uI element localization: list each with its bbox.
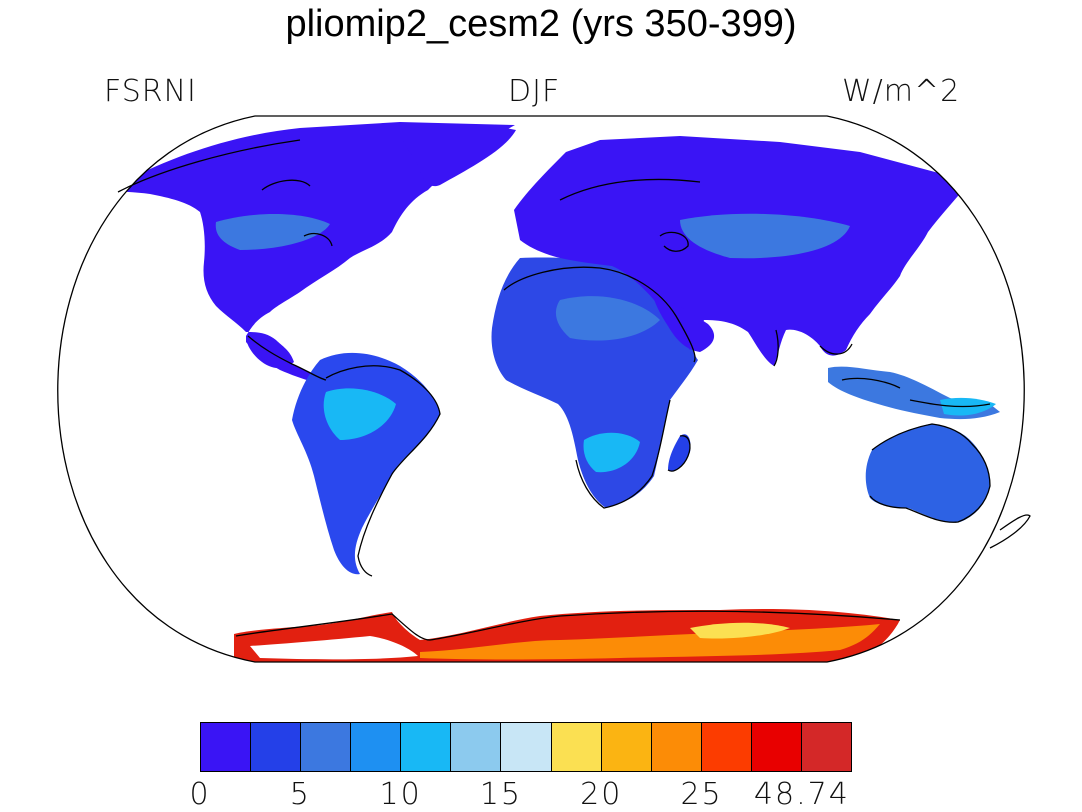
colorbar-swatch bbox=[201, 723, 252, 771]
colorbar-tick-label: 15 bbox=[479, 777, 523, 812]
colorbar-swatch bbox=[351, 723, 402, 771]
colorbar-tick-label: 10 bbox=[379, 777, 422, 812]
madagascar-landmass bbox=[668, 434, 691, 471]
colorbar-swatch bbox=[801, 723, 852, 771]
colorbar-swatch bbox=[451, 723, 502, 771]
new-zealand-landmass bbox=[990, 511, 1025, 548]
colorbar-swatch bbox=[301, 723, 352, 771]
greenland-landmass bbox=[400, 125, 516, 187]
colorbar-swatch bbox=[601, 723, 652, 771]
season-label: DJF bbox=[508, 74, 561, 109]
antarctica-missing-region bbox=[250, 636, 418, 660]
colorbar-swatch bbox=[401, 723, 452, 771]
lighter-value-patches bbox=[215, 213, 850, 341]
colorbar-swatch bbox=[551, 723, 602, 771]
coastlines bbox=[117, 139, 1031, 641]
variable-label: FSRNI bbox=[104, 74, 197, 109]
south-america-landmass bbox=[292, 352, 440, 575]
australia-landmass bbox=[865, 424, 990, 523]
arabia-landmass bbox=[652, 292, 715, 352]
colorbar bbox=[200, 722, 852, 772]
map-title: pliomip2_cesm2 (yrs 350-399) bbox=[285, 3, 797, 45]
north-america-landmass bbox=[110, 122, 515, 369]
central-america-landmass bbox=[246, 336, 326, 384]
globe-outline bbox=[57, 115, 1025, 663]
antarctica-hot-patches bbox=[690, 622, 790, 639]
colorbar-tick-label: 0 bbox=[189, 777, 211, 812]
colorbar-swatch bbox=[251, 723, 302, 771]
colorbar-tick-label: 25 bbox=[680, 777, 723, 812]
colorbar-swatch bbox=[751, 723, 802, 771]
colorbar-swatch bbox=[651, 723, 702, 771]
colorbar-swatch bbox=[701, 723, 752, 771]
colorbar-swatch bbox=[501, 723, 552, 771]
light-blue-patches bbox=[323, 388, 996, 473]
colorbar-tick-label: 48.74 bbox=[753, 777, 850, 812]
colorbar-tick-label: 20 bbox=[580, 777, 623, 812]
colorbar-tick-label: 5 bbox=[289, 777, 311, 812]
units-label: W/m^2 bbox=[842, 74, 961, 109]
